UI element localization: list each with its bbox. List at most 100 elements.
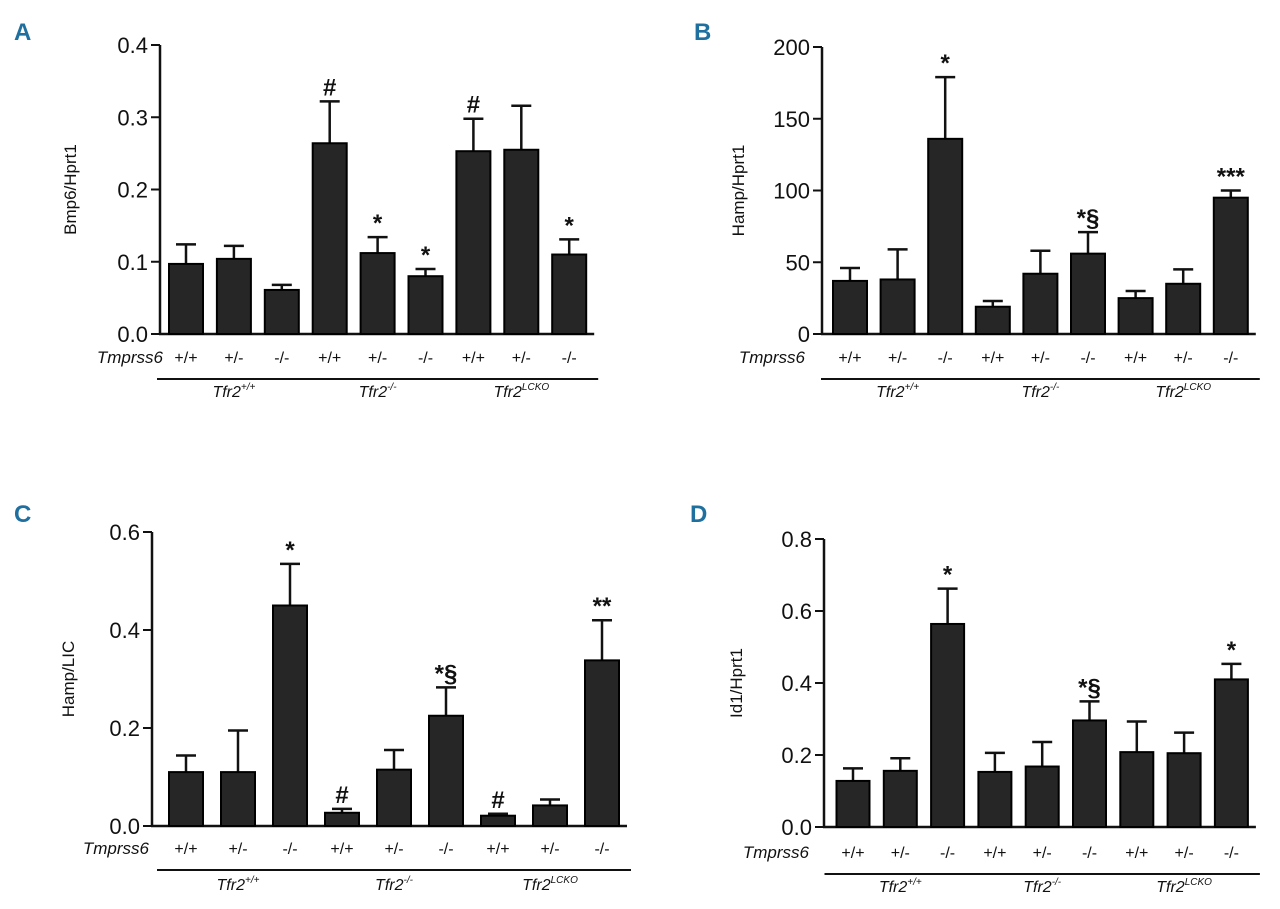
y-tick-label: 150 [773, 107, 810, 132]
significance-marker: *§ [1078, 674, 1101, 701]
panel-letter: A [14, 19, 31, 46]
bar [879, 278, 916, 335]
x-tick-label: -/- [594, 841, 609, 858]
y-axis-label: Id1/Hprt1 [727, 648, 746, 718]
bar [1165, 282, 1202, 335]
bar [168, 771, 204, 827]
significance-marker: *§ [1077, 205, 1100, 232]
bar [1119, 751, 1155, 828]
group-label: Tfr2-/- [1021, 382, 1060, 401]
bar [455, 150, 492, 335]
panel-b: B 0 50 100 150 200 Hamp/Hprt1 +/+ +/- * -/- +/+ +/- *… [694, 19, 1260, 401]
bar [1022, 272, 1059, 336]
y-tick-label: 50 [786, 250, 810, 275]
group-label: Tfr2LCKO [522, 875, 578, 894]
group-label: Tfr2+/+ [217, 875, 260, 894]
bar [927, 137, 964, 335]
group-label: Tfr2-/- [375, 875, 414, 894]
panel-letter: D [690, 501, 707, 528]
bar [359, 252, 396, 335]
x-tick-label: +/- [1033, 845, 1052, 862]
bar [407, 275, 444, 336]
significance-marker: # [467, 92, 480, 119]
y-tick-label: 0.4 [117, 33, 148, 58]
group-label: Tfr2-/- [1023, 877, 1062, 896]
x-tick-label: +/+ [462, 350, 485, 367]
x-tick-label: +/- [384, 841, 403, 858]
significance-marker: * [373, 210, 383, 237]
x-tick-label: -/- [1080, 350, 1095, 367]
y-tick-label: 0 [798, 322, 810, 347]
significance-marker: * [565, 212, 575, 239]
x-tick-label: +/+ [1124, 350, 1147, 367]
y-tick-label: 0.4 [109, 618, 140, 643]
group-label: Tfr2+/+ [879, 877, 922, 896]
bar [428, 714, 464, 827]
x-tick-label: -/- [1224, 845, 1239, 862]
panel-a: A 0.0 0.1 0.2 0.3 0.4 Bmp6/Hprt1 +/+ +/- -/- # +/+ *… [14, 19, 599, 401]
panel-letter: C [14, 501, 31, 528]
x-tick-label: +/- [228, 841, 247, 858]
y-tick-label: 0.6 [781, 599, 812, 624]
x-tick-label: +/+ [838, 350, 861, 367]
y-tick-label: 0.4 [781, 671, 812, 696]
x-tick-label: +/- [891, 845, 910, 862]
x-tick-label: +/+ [841, 845, 864, 862]
group-label: Tfr2LCKO [493, 382, 549, 401]
significance-marker: * [943, 562, 953, 589]
group-label: Tfr2-/- [359, 382, 398, 401]
x-tick-label: +/- [888, 350, 907, 367]
bar [1072, 719, 1107, 828]
bar [835, 779, 871, 828]
bar [974, 305, 1011, 335]
bar [882, 769, 918, 829]
x-tick-label: +/+ [318, 350, 341, 367]
bar [220, 771, 256, 827]
x-tick-label: +/- [540, 841, 559, 858]
y-tick-label: 0.1 [117, 250, 148, 275]
bar [1213, 678, 1249, 829]
panel-letter: B [694, 19, 711, 46]
x-tick-label: -/- [1082, 845, 1097, 862]
x-tick-label: +/+ [486, 841, 509, 858]
bar [551, 253, 588, 335]
bar [215, 257, 252, 335]
bar [480, 814, 516, 828]
bar [1166, 752, 1202, 829]
y-tick-label: 0.8 [781, 527, 812, 552]
group-label: Tfr2LCKO [1156, 877, 1212, 896]
significance-marker: * [421, 242, 431, 269]
x-tick-label: -/- [938, 350, 953, 367]
significance-marker: * [285, 537, 295, 564]
bar [532, 804, 568, 827]
x-tick-label: -/- [274, 350, 289, 367]
significance-marker: * [941, 50, 951, 77]
group-label: Tfr2+/+ [876, 382, 919, 401]
group-label: Tfr2LCKO [1155, 382, 1211, 401]
row-label: Tmprss6 [97, 348, 164, 367]
y-tick-label: 0.2 [781, 743, 812, 768]
bar [584, 659, 620, 827]
bar [1117, 297, 1154, 335]
x-tick-label: +/+ [174, 350, 197, 367]
bar [168, 262, 204, 336]
y-axis-label: Bmp6/Hprt1 [61, 144, 80, 235]
x-tick-label: -/- [1223, 350, 1238, 367]
x-tick-label: -/- [940, 845, 955, 862]
y-tick-label: 0.2 [109, 716, 140, 741]
panel-d: D 0.0 0.2 0.4 0.6 0.8 Id1/Hprt1 +/+ +/- * -/- +/+ +/… [690, 501, 1260, 896]
x-tick-label: +/- [368, 350, 387, 367]
y-tick-label: 0.3 [117, 105, 148, 130]
y-tick-label: 0.0 [781, 815, 812, 840]
bar [263, 288, 300, 335]
bar [832, 279, 868, 335]
significance-marker: *** [1217, 164, 1246, 191]
bar [1024, 765, 1060, 829]
x-tick-label: +/+ [174, 841, 197, 858]
row-label: Tmprss6 [743, 843, 810, 862]
bar [376, 768, 412, 828]
x-tick-label: +/+ [983, 845, 1006, 862]
x-tick-label: +/- [224, 350, 243, 367]
y-tick-label: 200 [773, 35, 810, 60]
